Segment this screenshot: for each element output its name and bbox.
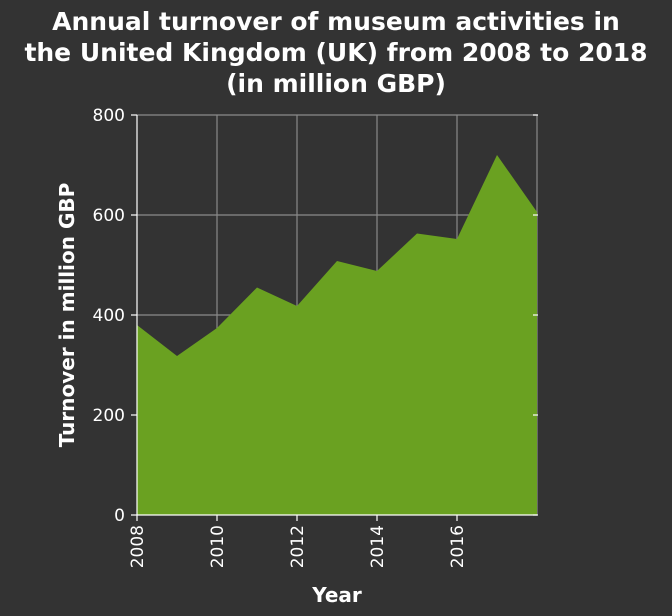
x-ticks: 2008 2010 2012 2014 2016	[128, 515, 468, 568]
y-axis-label: Turnover in million GBP	[55, 183, 79, 448]
chart-title-line-3: (in million GBP)	[226, 69, 446, 98]
y-tick-label: 400	[93, 306, 125, 326]
y-tick-label: 800	[93, 106, 125, 126]
chart-title-line-2: the United Kingdom (UK) from 2008 to 201…	[24, 38, 647, 67]
x-tick-label: 2014	[368, 525, 388, 568]
area-series	[137, 155, 537, 515]
x-axis-label: Year	[311, 583, 362, 607]
y-tick-label: 600	[93, 206, 125, 226]
x-tick-label: 2016	[448, 525, 468, 568]
x-tick-label: 2012	[288, 525, 308, 568]
y-tick-label: 0	[114, 506, 125, 526]
x-tick-label: 2008	[128, 525, 148, 568]
y-ticks: 0 200 400 600 800	[93, 106, 538, 526]
chart-title-line-1: Annual turnover of museum activities in	[52, 7, 620, 36]
x-tick-label: 2010	[208, 525, 228, 568]
y-tick-label: 200	[93, 406, 125, 426]
